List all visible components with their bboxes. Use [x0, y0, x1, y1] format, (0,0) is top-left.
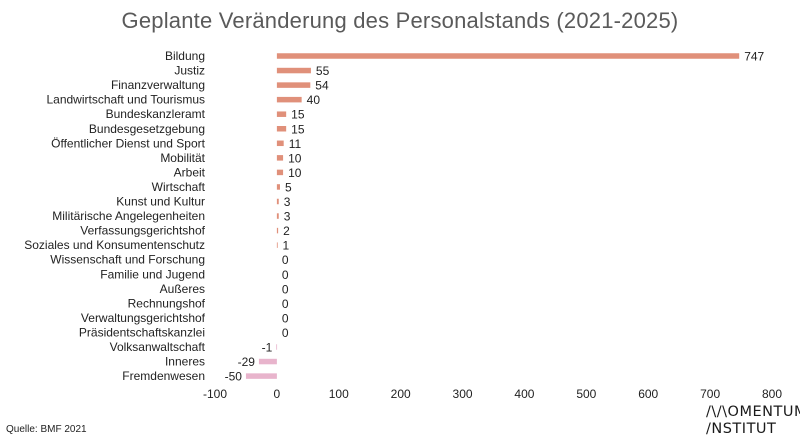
value-label: 15 [291, 122, 305, 136]
category-label: Mobilität [160, 151, 205, 165]
bar [276, 67, 311, 74]
bar [276, 96, 302, 103]
category-label: Justiz [174, 64, 205, 78]
value-label: 1 [283, 239, 290, 253]
category-label: Präsidentschaftskanzlei [79, 325, 205, 339]
value-label: -1 [262, 341, 273, 355]
bar [276, 227, 279, 234]
momentum-institut-logo: /\/\OMENTUM /NSTITUT [706, 404, 800, 438]
bar [245, 373, 277, 379]
value-label: 0 [282, 326, 289, 340]
category-label: Öffentlicher Dienst und Sport [51, 136, 206, 150]
value-label: 0 [282, 297, 289, 311]
x-tick-label: 0 [274, 387, 281, 401]
value-label: -29 [238, 355, 256, 369]
value-label: 0 [282, 282, 289, 296]
category-label: Rechnungshof [128, 296, 206, 310]
category-label: Kunst und Kultur [116, 195, 205, 209]
category-label: Soziales und Konsumentenschutz [24, 238, 205, 252]
value-label: 15 [291, 108, 305, 122]
x-tick-label: 200 [391, 387, 411, 401]
value-label: 2 [283, 224, 290, 238]
x-tick-label: 500 [576, 387, 596, 401]
value-label: 55 [316, 64, 330, 78]
category-label: Landwirtschaft und Tourismus [46, 93, 205, 107]
logo-line-1: /\/\OMENTUM [706, 404, 800, 420]
value-label: 10 [288, 151, 302, 165]
bar [276, 198, 279, 205]
bar [276, 140, 284, 147]
bar [276, 111, 287, 117]
bar [276, 242, 278, 248]
category-label: Finanzverwaltung [111, 78, 205, 92]
x-tick-label: 700 [700, 387, 720, 401]
bar [276, 82, 311, 88]
bar [276, 213, 279, 219]
value-label: -50 [225, 370, 243, 384]
value-label: 54 [315, 79, 329, 93]
category-label: Bundesgesetzgebung [89, 122, 205, 136]
category-label: Volksanwaltschaft [110, 340, 206, 354]
bar [276, 126, 287, 132]
category-label: Außeres [160, 282, 205, 296]
x-tick-label: 100 [329, 387, 349, 401]
value-label: 40 [307, 93, 321, 107]
category-label: Verwaltungsgerichtshof [81, 311, 206, 325]
value-label: 0 [282, 268, 289, 282]
bar [276, 53, 740, 59]
bar [276, 169, 284, 176]
category-label: Bildung [165, 49, 205, 63]
chart-title: Geplante Veränderung des Personalstands … [121, 8, 679, 33]
bars [245, 53, 740, 379]
x-tick-label: -100 [203, 387, 227, 401]
category-labels: BildungJustizFinanzverwaltungLandwirtsch… [24, 49, 205, 383]
value-label: 3 [284, 210, 291, 224]
x-tick-label: 400 [514, 387, 534, 401]
category-label: Wirtschaft [152, 180, 206, 194]
x-tick-label: 300 [453, 387, 473, 401]
category-label: Wissenschaft und Forschung [50, 253, 205, 267]
category-label: Militärische Angelegenheiten [52, 209, 205, 223]
category-label: Bundeskanzleramt [106, 107, 206, 121]
value-label: 5 [285, 180, 292, 194]
category-label: Arbeit [174, 165, 206, 179]
value-label: 747 [744, 50, 764, 64]
bar [258, 358, 277, 365]
value-label: 3 [284, 195, 291, 209]
x-tick-label: 800 [762, 387, 782, 401]
x-axis: -100 0 100 200 300 400 500 600 700 800 [203, 387, 782, 401]
category-label: Familie und Jugend [100, 267, 205, 281]
value-label: 11 [289, 137, 302, 151]
value-label: 0 [282, 253, 289, 267]
value-label: 0 [282, 311, 289, 325]
x-tick-label: 600 [638, 387, 658, 401]
logo-line-2: /NSTITUT [706, 421, 777, 437]
bar [276, 184, 280, 190]
source-note: Quelle: BMF 2021 [6, 424, 87, 435]
bar [276, 155, 284, 161]
category-label: Inneres [165, 355, 205, 369]
category-label: Verfassungsgerichtshof [80, 224, 205, 238]
bar [276, 344, 278, 350]
category-label: Fremdenwesen [122, 369, 205, 383]
value-label: 10 [288, 166, 302, 180]
